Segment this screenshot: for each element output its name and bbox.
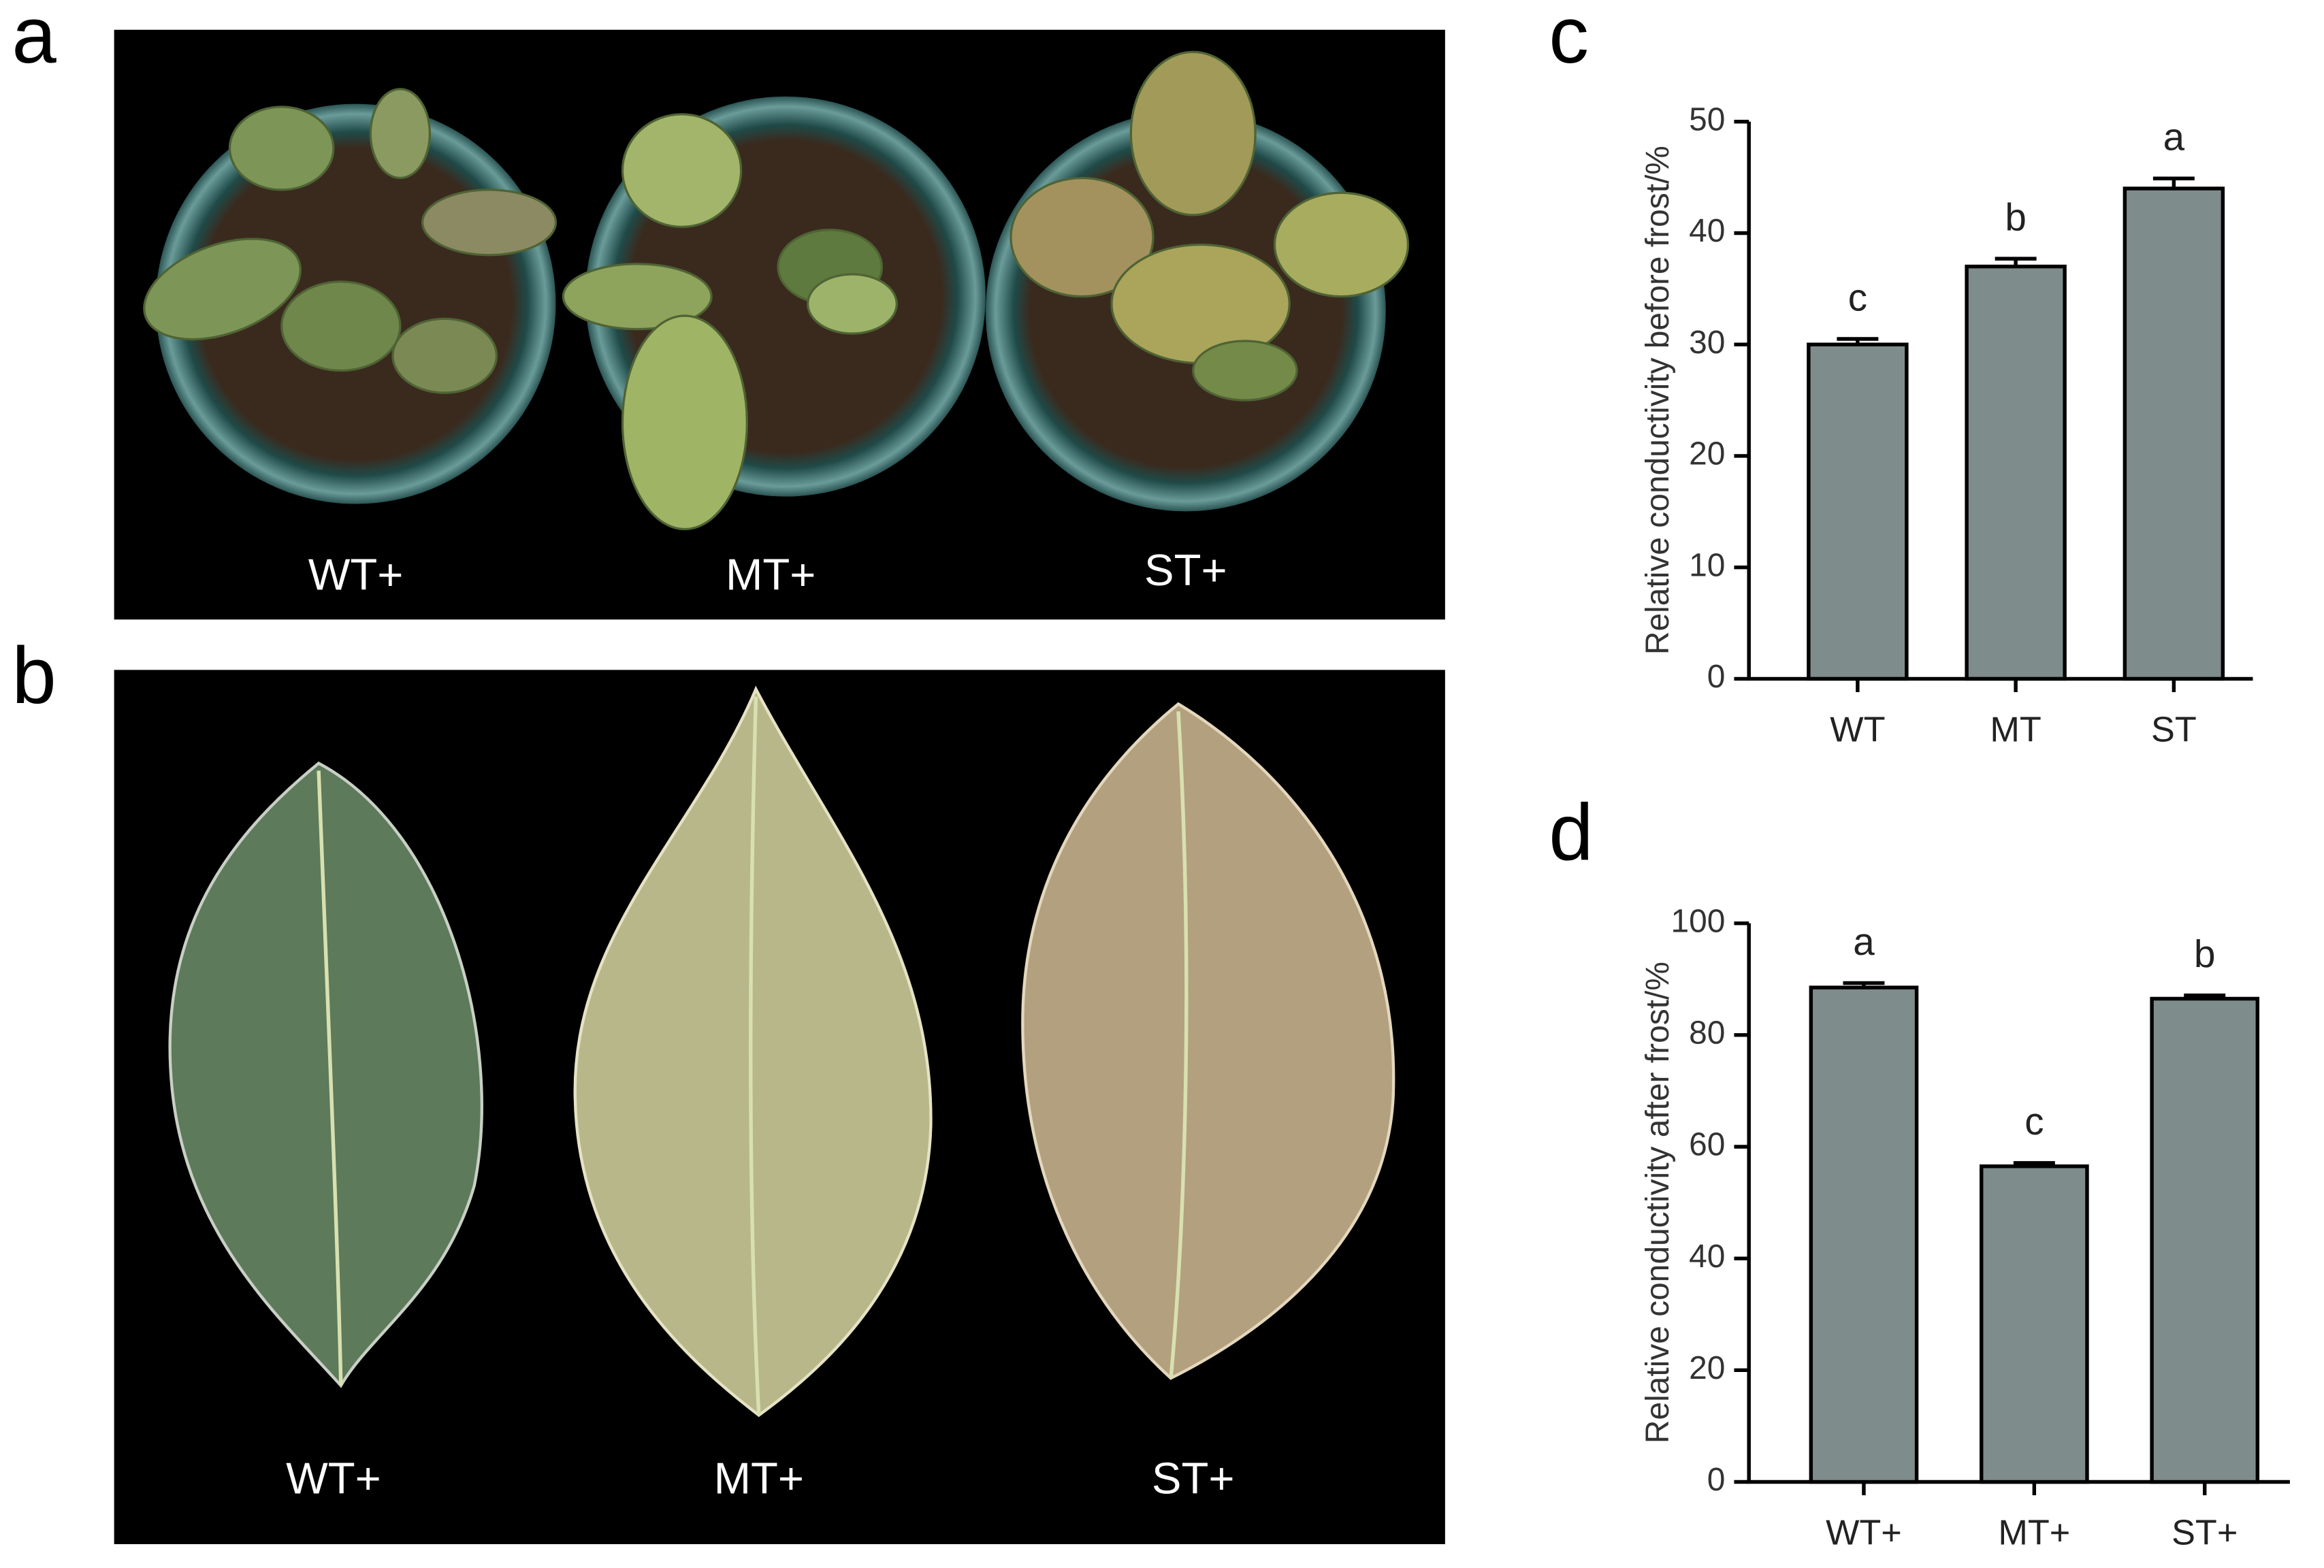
x-tick-label: ST+: [2172, 1514, 2238, 1553]
y-tick-label: 80: [1689, 1015, 1725, 1051]
x-tick-label: MT: [1990, 710, 2041, 750]
x-tick-label: WT: [1830, 710, 1885, 750]
panel-label: d: [1549, 788, 1593, 877]
x-tick-label: MT+: [1998, 1514, 2070, 1553]
y-tick-label: 40: [1689, 213, 1725, 249]
panel-label: c: [1549, 0, 1589, 80]
y-tick-label: 10: [1689, 547, 1725, 583]
significance-label: a: [1853, 920, 1875, 963]
bar: [1807, 342, 1909, 681]
photo-a: WT+ MT+ ST+: [114, 29, 1445, 620]
significance-label: a: [2163, 116, 2185, 159]
bar: [2123, 186, 2225, 681]
y-axis-label: Relative conductivity after frost/%: [1640, 962, 1676, 1443]
bar: [1979, 1164, 2089, 1484]
bar: [1809, 985, 1919, 1484]
y-tick-label: 0: [1707, 659, 1726, 695]
y-tick-label: 60: [1689, 1127, 1725, 1163]
x-tick-label: ST: [2151, 710, 2197, 750]
bar: [1965, 264, 2067, 681]
significance-label: b: [2194, 932, 2215, 975]
y-tick-label: 40: [1689, 1239, 1725, 1275]
panel-label: b: [12, 631, 56, 720]
y-tick-label: 30: [1689, 325, 1725, 361]
panel-label: a: [12, 0, 57, 80]
photo-b: WT+ MT+ ST+: [114, 670, 1445, 1544]
y-tick-label: 50: [1689, 101, 1725, 137]
photo-caption: MT+: [714, 1454, 804, 1503]
y-tick-label: 20: [1689, 436, 1725, 472]
photo-caption: WT+: [286, 1454, 381, 1503]
significance-label: c: [1848, 276, 1867, 318]
photo-caption: ST+: [1152, 1454, 1235, 1503]
y-tick-label: 0: [1707, 1462, 1726, 1498]
photo-caption: MT+: [726, 550, 816, 600]
y-tick-label: 100: [1671, 903, 1725, 939]
bar: [2150, 996, 2260, 1484]
significance-label: b: [2005, 195, 2026, 238]
y-axis-label: Relative conductivity before frost/%: [1640, 146, 1676, 655]
photo-caption: WT+: [308, 550, 404, 600]
x-tick-label: WT+: [1826, 1514, 1902, 1553]
y-tick-label: 20: [1689, 1350, 1725, 1386]
photo-caption: ST+: [1144, 545, 1227, 595]
significance-label: c: [2024, 1100, 2044, 1143]
